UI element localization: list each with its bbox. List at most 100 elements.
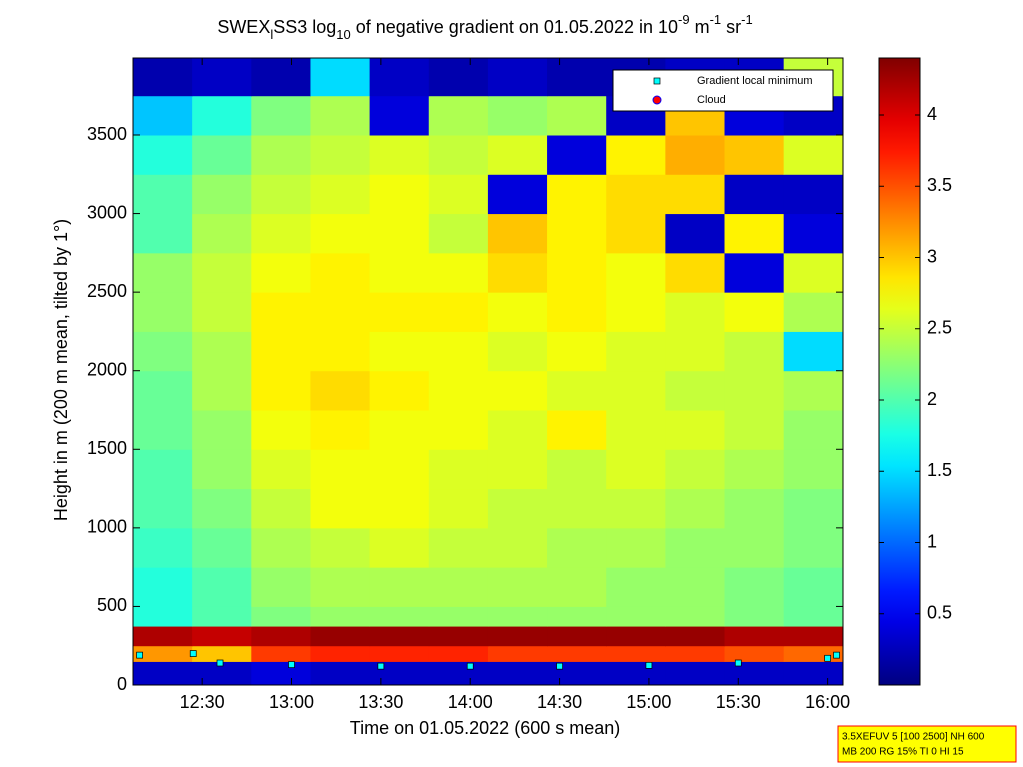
heatmap-cell: [192, 488, 252, 529]
heatmap-cell: [251, 410, 311, 450]
heatmap-cell: [487, 567, 548, 607]
heatmap-cell: [487, 488, 548, 529]
heatmap-cell: [369, 95, 430, 136]
heatmap-cell: [428, 58, 489, 97]
heatmap-cell: [783, 370, 844, 411]
heatmap-cell: [369, 410, 430, 450]
heatmap-cell: [547, 449, 607, 490]
heatmap-cell: [665, 252, 726, 293]
heatmap-cell: [606, 213, 666, 254]
heatmap-cell: [606, 252, 666, 293]
x-tick-label: 15:00: [626, 692, 671, 712]
heatmap-cell: [251, 527, 311, 568]
title-part: l: [270, 27, 273, 42]
heatmap-cell: [369, 174, 430, 215]
heatmap-cell: [606, 661, 666, 686]
heatmap-cell: [547, 527, 607, 568]
heatmap-cell: [310, 645, 371, 662]
heatmap-cell: [428, 527, 489, 568]
heatmap-cell: [547, 58, 607, 97]
heatmap-cell: [133, 213, 193, 254]
heatmap-cell: [192, 370, 252, 411]
heatmap-cell: [606, 135, 666, 175]
heatmap-cell: [724, 370, 785, 411]
heatmap-cell: [251, 292, 311, 332]
title-part: -9: [678, 12, 690, 27]
title-part: -1: [710, 12, 722, 27]
heatmap-cell: [487, 626, 548, 647]
heatmap-cell: [133, 488, 193, 529]
heatmap-cell: [428, 370, 489, 411]
heatmap-cell: [369, 135, 430, 175]
heatmap-cell: [251, 606, 311, 627]
heatmap-cell: [547, 661, 607, 686]
x-tick-label: 12:30: [180, 692, 225, 712]
heatmap-cell: [783, 292, 844, 332]
heatmap-cell: [369, 567, 430, 607]
x-tick-label: 13:00: [269, 692, 314, 712]
heatmap-cell: [487, 645, 548, 662]
heatmap-cell: [547, 252, 607, 293]
heatmap-cell: [310, 252, 371, 293]
heatmap-cell: [783, 135, 844, 175]
y-tick-label: 0: [117, 674, 127, 694]
heatmap-cell: [192, 292, 252, 332]
heatmap-cell: [428, 449, 489, 490]
heatmap-cell: [428, 135, 489, 175]
heatmap-cell: [310, 661, 371, 686]
heatmap-cell: [487, 661, 548, 686]
heatmap-cell: [665, 567, 726, 607]
series-point: [833, 651, 840, 659]
heatmap-cell: [783, 606, 844, 627]
heatmap-cell: [192, 95, 252, 136]
heatmap-cell: [192, 58, 252, 97]
colorbar-tick-label: 0.5: [927, 603, 952, 623]
heatmap-cell: [369, 606, 430, 627]
heatmap-cell: [783, 527, 844, 568]
heatmap-cell: [192, 567, 252, 607]
title-part: m: [690, 17, 710, 37]
heatmap-cell: [369, 527, 430, 568]
heatmap-cell: [310, 410, 371, 450]
heatmap-cell: [783, 449, 844, 490]
heatmap-cell: [310, 449, 371, 490]
x-tick-label: 16:00: [805, 692, 850, 712]
heatmap-cell: [547, 213, 607, 254]
info-box: [837, 725, 1017, 763]
heatmap-cell: [369, 645, 430, 662]
colorbar-tick-label: 1: [927, 531, 937, 551]
info-text: MB 200 RG 15% TI 0 HI 15: [842, 747, 964, 758]
heatmap-cell: [428, 331, 489, 372]
heatmap-cell: [487, 135, 548, 175]
heatmap-cell: [133, 370, 193, 411]
heatmap-cell: [665, 213, 726, 254]
heatmap-cell: [487, 449, 548, 490]
heatmap-cell: [310, 567, 371, 607]
heatmap-cell: [606, 174, 666, 215]
heatmap-cell: [783, 213, 844, 254]
heatmap-cell: [133, 410, 193, 450]
y-tick-label: 2000: [87, 359, 127, 379]
heatmap-cell: [369, 58, 430, 97]
heatmap-cell: [251, 58, 311, 97]
title-part: of negative gradient on 01.05.2022 in 10: [351, 17, 678, 37]
colorbar-tick-label: 2.5: [927, 318, 952, 338]
heatmap-cell: [724, 626, 785, 647]
heatmap-cell: [487, 331, 548, 372]
heatmap-cell: [606, 567, 666, 607]
heatmap-cell: [310, 95, 371, 136]
x-axis-label: Time on 01.05.2022 (600 s mean): [350, 718, 621, 738]
heatmap-cell: [606, 645, 666, 662]
heatmap-cell: [428, 645, 489, 662]
heatmap-cell: [369, 449, 430, 490]
heatmap-cell: [724, 174, 785, 215]
heatmap-cell: [665, 292, 726, 332]
heatmap-cell: [606, 370, 666, 411]
heatmap-cell: [310, 527, 371, 568]
heatmap-cell: [665, 449, 726, 490]
heatmap-cell: [487, 95, 548, 136]
heatmap-cell: [133, 606, 193, 627]
chart-title: SWEXlSS3 log10 of negative gradient on 0…: [217, 12, 752, 42]
heatmap-cell: [547, 488, 607, 529]
